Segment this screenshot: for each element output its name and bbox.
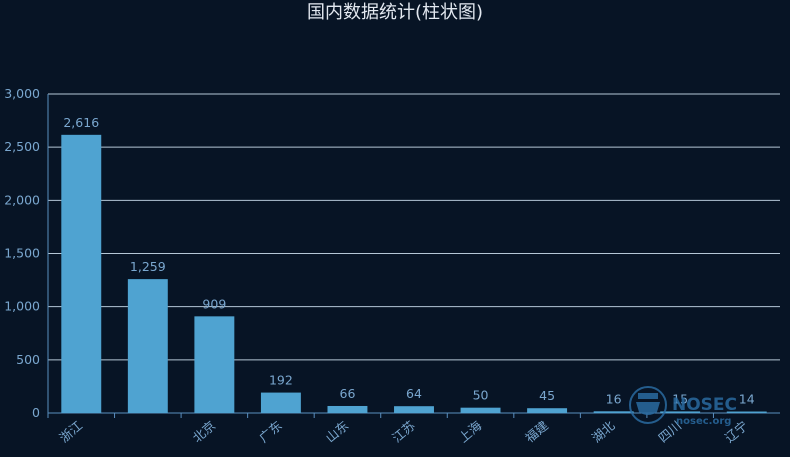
bar <box>593 411 634 413</box>
chart-title: 国内数据统计(柱状图) <box>306 2 484 23</box>
x-tick-label: 江苏 <box>389 418 418 446</box>
bar <box>260 392 301 413</box>
data-label: 192 <box>269 373 293 388</box>
bar <box>194 316 235 413</box>
x-tick-label: 上海 <box>456 417 485 445</box>
data-label: 50 <box>473 388 489 403</box>
bar <box>127 279 168 413</box>
data-label: 64 <box>406 386 422 401</box>
watermark-subtext: nosec.org <box>676 416 731 427</box>
y-tick-label: 2,500 <box>4 139 40 154</box>
y-tick-label: 2,000 <box>4 192 40 207</box>
y-tick-label: 1,000 <box>4 299 40 314</box>
data-label: 2,616 <box>63 115 99 130</box>
bar <box>660 411 701 413</box>
bar <box>327 405 368 413</box>
y-tick-label: 3,000 <box>4 86 40 101</box>
hacker-mask-icon <box>629 386 667 424</box>
y-tick-label: 500 <box>16 352 40 367</box>
y-tick-label: 0 <box>32 405 40 420</box>
x-tick-label: 福建 <box>522 417 551 445</box>
data-label: 909 <box>202 296 226 311</box>
data-label: 14 <box>739 392 755 407</box>
watermark-text: NOSEC <box>672 395 737 415</box>
x-tick-label: 北京 <box>189 418 218 446</box>
data-label: 15 <box>672 391 688 406</box>
x-tick-label: 山东 <box>323 418 352 446</box>
data-label: 45 <box>539 388 555 403</box>
bar <box>394 406 434 413</box>
x-tick-label: 浙江 <box>56 418 85 446</box>
data-label: 16 <box>606 391 622 406</box>
bar <box>527 408 568 413</box>
data-label: 66 <box>340 386 356 401</box>
x-tick-label: 湖北 <box>589 417 618 445</box>
bar <box>61 134 102 413</box>
bar <box>726 411 767 413</box>
x-tick-label: 广东 <box>256 418 285 446</box>
mask-shape <box>636 402 660 415</box>
y-tick-label: 1,500 <box>4 246 40 261</box>
data-label: 1,259 <box>130 259 166 274</box>
bar <box>460 407 501 413</box>
mask-hat <box>638 393 658 399</box>
